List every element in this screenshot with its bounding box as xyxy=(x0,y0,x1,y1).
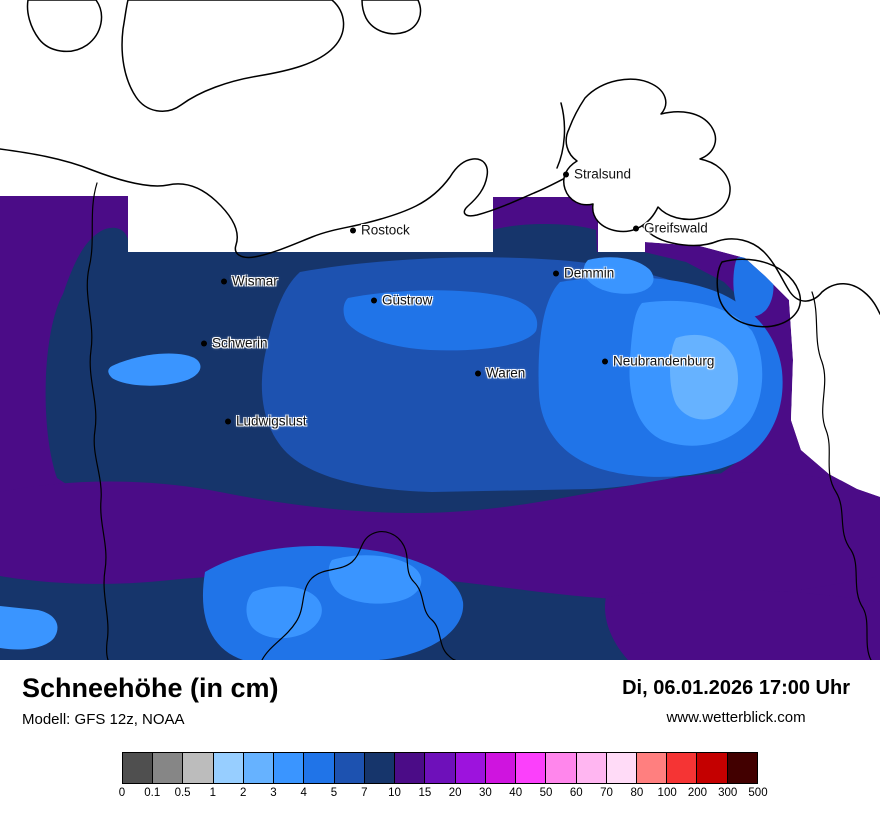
legend-cell-2 xyxy=(243,753,275,783)
legend-label: 2 xyxy=(239,787,247,799)
forecast-datetime: Di, 06.01.2026 17:00 Uhr xyxy=(622,677,850,699)
legend-cell-0.5 xyxy=(183,753,214,783)
legend-cell-60 xyxy=(576,753,607,783)
legend-label: 30 xyxy=(479,787,492,799)
legend-cell-20 xyxy=(455,753,486,783)
legend-label: 60 xyxy=(569,787,583,799)
legend: 0 0.1 0.5 1 2 3 4 5 7 10 15 20 30 40 50 60 70 80 100 200 300… xyxy=(118,752,768,805)
legend-label: 500 xyxy=(748,787,768,799)
island-hiddensee xyxy=(556,102,566,169)
legend-cell-10 xyxy=(395,753,426,783)
legend-cell-5 xyxy=(334,753,365,783)
legend-cell-300 xyxy=(727,753,757,783)
island-denmark-b xyxy=(121,0,345,113)
legend-label: 1 xyxy=(209,787,217,799)
legend-cell-200 xyxy=(697,753,728,783)
legend-label: 7 xyxy=(361,787,368,799)
contour-region-3-4cm-bottom-b xyxy=(328,555,422,604)
page-title: Schneehöhe (in cm) xyxy=(22,673,279,703)
legend-label: 70 xyxy=(600,787,613,799)
legend-label: 5 xyxy=(330,787,338,799)
map-footer: Schneehöhe (in cm) Modell: GFS 12z, NOAA… xyxy=(0,660,880,830)
legend-cell-1 xyxy=(213,753,244,783)
website-credit: www.wetterblick.com xyxy=(666,709,806,726)
legend-label: 3 xyxy=(270,787,277,799)
legend-label: 200 xyxy=(687,787,708,799)
legend-cell-40 xyxy=(516,753,547,783)
legend-cell-80 xyxy=(636,753,668,783)
legend-labels: 0 0.1 0.5 1 2 3 4 5 7 10 15 20 30 40 50 60 70 80 100 200 300… xyxy=(118,787,768,805)
legend-cell-0.1 xyxy=(153,753,184,783)
legend-label: 20 xyxy=(448,787,462,799)
legend-cell-3 xyxy=(274,753,305,783)
coastline-baltic xyxy=(0,148,880,315)
coastline-lagoon xyxy=(716,258,802,328)
title-block: Schneehöhe (in cm) Modell: GFS 12z, NOAA xyxy=(22,673,279,728)
legend-label: 50 xyxy=(539,787,553,799)
contour-region-3-4cm-bottom-left xyxy=(0,606,58,650)
contour-region-2-3cm-east xyxy=(670,334,738,420)
legend-cell-30 xyxy=(485,753,517,783)
legend-cell-0 xyxy=(123,753,154,783)
legend-cell-15 xyxy=(425,753,456,783)
island-denmark-a xyxy=(26,0,103,53)
legend-cell-50 xyxy=(546,753,577,783)
legend-cell-4 xyxy=(304,753,335,783)
state-border-west xyxy=(86,182,109,660)
contour-region-10-15cm-bottom-right xyxy=(604,590,880,660)
legend-label: 15 xyxy=(418,787,432,799)
map-canvas xyxy=(0,0,880,660)
island-ruegen xyxy=(563,78,731,233)
river-border-east xyxy=(811,291,872,660)
legend-label: 100 xyxy=(657,787,677,799)
state-border-south xyxy=(261,531,456,660)
island-denmark-c xyxy=(361,0,422,35)
legend-cell-100 xyxy=(667,753,698,783)
contour-region-4-5cm-guestrow xyxy=(343,290,538,351)
legend-label: 80 xyxy=(630,787,644,799)
legend-cell-7 xyxy=(364,753,396,783)
legend-label: 0.1 xyxy=(144,787,161,799)
legend-cell-70 xyxy=(606,753,637,783)
legend-label: 0 xyxy=(118,787,126,799)
model-info: Modell: GFS 12z, NOAA xyxy=(22,710,185,728)
contour-region-3-4cm-schwerin xyxy=(108,353,201,386)
legend-label: 0.5 xyxy=(174,787,191,799)
date-block: Di, 06.01.2026 17:00 Uhr www.wetterblick… xyxy=(622,677,850,726)
legend-label: 300 xyxy=(718,787,738,799)
snow-depth-map: Stralsund Rostock Greifswald Wismar Demmin Gü… xyxy=(0,0,880,660)
contour-region-3-4cm-demmin xyxy=(583,257,654,294)
legend-label: 10 xyxy=(388,787,401,799)
legend-bar xyxy=(122,752,758,784)
legend-label: 4 xyxy=(300,787,307,799)
legend-label: 40 xyxy=(509,787,523,799)
